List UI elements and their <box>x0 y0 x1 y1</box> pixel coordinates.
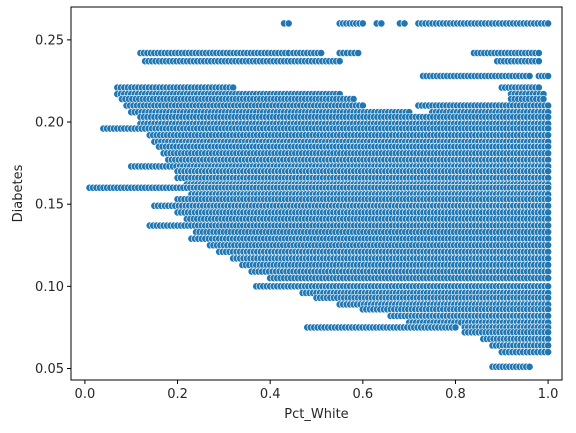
scatter-point <box>358 19 367 28</box>
scatter-point <box>544 19 552 28</box>
scatter-point <box>544 131 552 140</box>
scatter-point <box>544 149 552 158</box>
x-tick-label: 0.2 <box>167 387 188 402</box>
scatter-point <box>544 142 552 151</box>
scatter-point <box>358 101 367 110</box>
scatter-point <box>544 155 552 164</box>
scatter-point <box>544 167 552 176</box>
scatter-point <box>544 267 552 276</box>
scatter-point <box>544 183 552 192</box>
scatter-point <box>544 341 552 350</box>
scatter-point <box>544 335 552 343</box>
scatter-point <box>544 228 552 237</box>
scatter-point <box>544 124 552 133</box>
scatter-point <box>284 19 293 28</box>
y-tick-label: 0.05 <box>35 362 64 377</box>
scatter-point <box>229 83 238 92</box>
scatter-point <box>544 247 552 256</box>
x-tick-label: 0.8 <box>445 387 466 402</box>
scatter-point <box>400 19 409 28</box>
scatter-point <box>544 72 552 80</box>
scatter-point <box>534 49 543 57</box>
scatter-point <box>544 274 552 283</box>
scatter-point <box>544 254 552 263</box>
scatter-point <box>544 348 552 356</box>
x-tick-label: 0.4 <box>260 387 281 402</box>
scatter-point <box>544 293 552 302</box>
scatter-point <box>544 215 552 223</box>
y-axis: 0.05 0.10 0.15 0.20 0.25 <box>35 33 71 377</box>
scatter-point <box>534 83 543 92</box>
y-axis-label: Diabetes <box>11 164 26 222</box>
scatter-point <box>544 312 552 320</box>
scatter-point <box>544 221 552 230</box>
scatter-point <box>525 72 534 80</box>
scatter-point <box>544 201 552 210</box>
x-tick-label: 1.0 <box>538 387 559 402</box>
scatter-point <box>544 261 552 269</box>
scatter-point <box>335 57 344 66</box>
scatter-point <box>544 234 552 243</box>
x-axis: 0.0 0.2 0.4 0.6 0.8 1.0 <box>75 380 559 402</box>
x-tick-label: 0.0 <box>75 387 96 402</box>
scatter-point <box>544 101 552 110</box>
scatter-point <box>377 19 386 28</box>
y-tick-label: 0.25 <box>35 33 64 48</box>
x-tick-label: 0.6 <box>352 387 373 402</box>
scatter-point <box>544 195 552 204</box>
scatter-point <box>544 282 552 291</box>
y-tick-label: 0.20 <box>35 116 64 131</box>
scatter-points <box>85 19 552 371</box>
y-tick-label: 0.15 <box>35 198 64 213</box>
scatter-point <box>317 49 326 57</box>
scatter-point <box>544 241 552 250</box>
x-axis-label: Pct_White <box>284 407 348 422</box>
scatter-point <box>451 323 460 332</box>
scatter-point <box>544 328 552 337</box>
scatter-point <box>544 208 552 217</box>
scatter-point <box>539 95 548 103</box>
scatter-point <box>544 113 552 121</box>
scatter-point <box>354 49 363 57</box>
scatter-point <box>349 95 358 103</box>
scatter-point <box>544 173 552 182</box>
scatter-point <box>544 305 552 314</box>
y-tick-label: 0.10 <box>35 280 64 295</box>
scatter-point <box>525 362 534 371</box>
scatter-point <box>534 57 543 66</box>
